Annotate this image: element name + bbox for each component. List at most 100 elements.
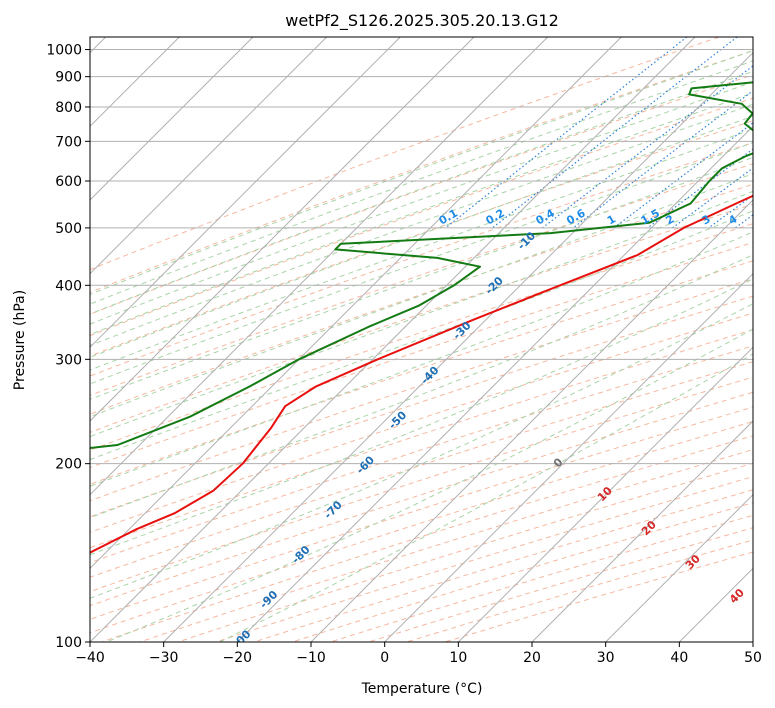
moist-adiabat-label: -70 (322, 498, 345, 521)
dry-adiabat (444, 551, 753, 642)
y-tick-label: 1000 (46, 43, 82, 59)
mixing-ratio-line (572, 89, 753, 229)
dry-adiabat (292, 502, 753, 642)
dry-adiabat (90, 376, 753, 593)
dry-adiabat (90, 163, 753, 396)
moist-adiabat-label: -30 (450, 319, 473, 342)
moist-adiabat-label: 40 (727, 586, 747, 606)
x-tick-label: −10 (296, 650, 326, 666)
moist-adiabat (90, 60, 753, 305)
isotherm (384, 272, 753, 642)
dry-adiabat (90, 203, 753, 433)
x-tick-label: 30 (597, 650, 615, 666)
mixing-ratio-line (708, 194, 753, 229)
moist-adiabat (90, 231, 753, 487)
mixing-ratio-line (492, 37, 738, 229)
temperature-profile-line (90, 194, 753, 554)
moist-adiabat-label: -20 (483, 274, 506, 297)
dry-adiabat (177, 462, 753, 642)
isotherm (310, 199, 753, 642)
moist-adiabat (90, 115, 753, 358)
moist-adiabat (90, 103, 753, 347)
x-tick-label: 40 (670, 650, 688, 666)
dry-adiabat (90, 142, 753, 377)
dry-adiabat (90, 223, 753, 451)
x-tick-label: −30 (149, 650, 179, 666)
mixing-ratio-label: 0.4 (533, 206, 557, 227)
isotherm (163, 51, 753, 642)
isotherm (457, 346, 753, 642)
y-axis: 1000 900 800 700 600 500 400 300 200 100 (46, 43, 90, 651)
dry-adiabat (90, 345, 753, 564)
labels-layer: 0.10.20.40.611.52346810131620253036-100-… (225, 206, 775, 642)
mixing-ratio-label: 6 (765, 212, 775, 227)
dry-adiabat (90, 278, 753, 502)
y-tick-label: 300 (55, 352, 82, 368)
dry-adiabat (90, 120, 753, 357)
dry-adiabat (90, 183, 753, 415)
mixing-ratio-line (672, 167, 753, 229)
x-tick-label: 50 (744, 650, 762, 666)
chart-title: wetPf2_S126.2025.305.20.13.G12 (285, 11, 559, 31)
dry-adiabat (90, 260, 753, 485)
y-tick-label: 500 (55, 221, 82, 237)
moist-adiabat-label: -50 (386, 408, 409, 431)
moist-adiabat (90, 173, 753, 418)
plot-frame (89, 36, 754, 643)
isotherm (531, 420, 753, 642)
moist-adiabat (90, 210, 753, 461)
moist-adiabat-label: 10 (595, 484, 615, 504)
moist-adiabat (90, 50, 753, 295)
moist-adiabat-label: -10 (515, 229, 538, 252)
mixing-ratio-label: 1 (605, 212, 618, 227)
isotherm (236, 125, 753, 642)
moist-adiabat (90, 254, 753, 519)
y-tick-label: 200 (55, 457, 82, 473)
y-tick-label: 600 (55, 174, 82, 190)
moist-adiabat-label: 30 (683, 552, 703, 572)
moist-adiabat (90, 303, 753, 599)
dry-adiabat (90, 74, 753, 315)
dry-adiabat (101, 435, 753, 642)
moist-adiabat-label: -90 (257, 588, 280, 611)
isotherm (90, 37, 549, 496)
isotherm (90, 37, 622, 570)
x-tick-label: 20 (523, 650, 541, 666)
moist-adiabat-label: -60 (354, 453, 377, 476)
x-tick-label: −40 (75, 650, 105, 666)
isotherm (90, 37, 696, 642)
y-tick-label: 700 (55, 134, 82, 150)
dry-adiabat (90, 37, 720, 271)
x-axis-title: Temperature (°C) (361, 681, 483, 697)
x-tick-label: 10 (449, 650, 467, 666)
isotherm (605, 493, 753, 642)
grid-layer (90, 37, 753, 642)
x-tick-label: −20 (223, 650, 253, 666)
moist-adiabat (90, 142, 753, 385)
moist-adiabat (90, 70, 753, 315)
moist-adiabat (90, 81, 753, 325)
dry-adiabat (90, 406, 753, 620)
y-tick-label: 900 (55, 70, 82, 86)
isotherm (90, 37, 401, 349)
moist-adiabat-label: -80 (289, 543, 312, 566)
y-axis-title: Pressure (hPa) (12, 290, 28, 390)
y-tick-label: 800 (55, 100, 82, 116)
moist-adiabat (90, 128, 753, 371)
moist-adiabat (90, 156, 753, 400)
isotherm (90, 37, 328, 275)
series-layer (90, 81, 753, 554)
y-tick-label: 400 (55, 278, 82, 294)
dry-adiabat (90, 312, 753, 533)
dry-adiabat (90, 295, 753, 518)
mixing-ratio-line (734, 214, 753, 229)
dry-adiabat (90, 50, 753, 293)
isotherm (90, 37, 254, 201)
dry-adiabat (90, 241, 753, 469)
mixing-ratio-label: 0.1 (437, 206, 460, 227)
moist-adiabat (106, 328, 753, 642)
dry-adiabat (90, 97, 753, 337)
dewpoint-profile-line (90, 81, 753, 449)
dry-adiabat (90, 391, 753, 607)
